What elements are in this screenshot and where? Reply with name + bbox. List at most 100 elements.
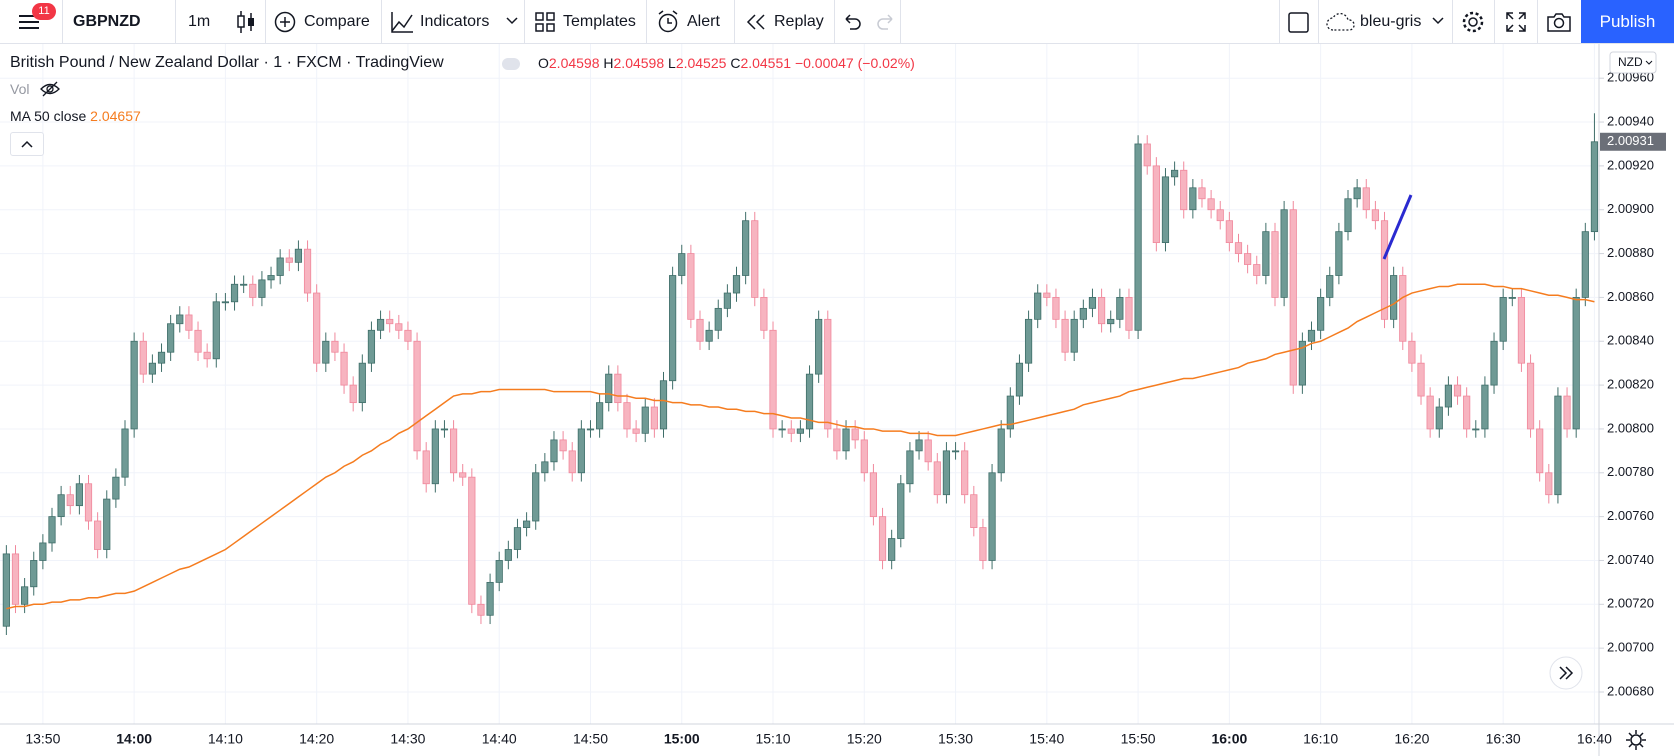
candle-body: [1024, 318, 1033, 364]
chart-background: [0, 44, 1674, 756]
caret[interactable]: [1432, 17, 1444, 25]
candle-body: [669, 275, 677, 382]
candle-body: [440, 428, 449, 431]
candle-body: [678, 253, 686, 276]
alert-icon[interactable]: [656, 10, 680, 34]
fullscreen-icon[interactable]: [1506, 12, 1526, 32]
ma-name: MA 50 close: [10, 108, 87, 124]
ma-line: [6, 283, 1595, 610]
x-tick-label: 15:20: [847, 731, 882, 747]
replay-icon[interactable]: [745, 13, 767, 31]
divider: [1494, 0, 1495, 43]
candle-body: [94, 520, 102, 550]
candle-body: [1499, 297, 1507, 342]
candle-body: [1234, 242, 1243, 254]
candle-body: [121, 428, 129, 478]
alert-button[interactable]: Alert: [687, 13, 720, 30]
currency-label[interactable]: NZD: [1618, 55, 1643, 69]
candle-body: [1280, 209, 1288, 298]
templates-button[interactable]: Templates: [563, 13, 636, 30]
candle-body: [605, 373, 613, 404]
candle-body: [596, 402, 604, 430]
snapshot-icon[interactable]: [1547, 12, 1571, 32]
candle-body: [395, 323, 403, 331]
compare-button[interactable]: Compare: [304, 13, 370, 30]
candle-body: [915, 439, 923, 452]
divider: [381, 0, 382, 43]
layout-name[interactable]: bleu-gris: [1360, 13, 1422, 30]
candle-body: [1526, 362, 1535, 430]
candle-body: [742, 220, 750, 276]
candle-body: [1289, 209, 1297, 386]
status-pill: [502, 58, 520, 70]
candle-body: [185, 314, 193, 331]
currency-button[interactable]: [1609, 51, 1657, 74]
candle-body: [851, 428, 859, 441]
change: −0.00047 (−0.02%): [794, 55, 915, 71]
x-tick-label: 14:30: [390, 731, 425, 747]
candle-body: [1061, 318, 1069, 353]
indicators-button[interactable]: Indicators: [420, 13, 490, 30]
candle-body: [550, 439, 558, 463]
cloud-icon[interactable]: [1326, 12, 1356, 32]
layout-icon[interactable]: [1288, 12, 1310, 34]
hidden-icon[interactable]: [40, 80, 60, 98]
replay-button[interactable]: Replay: [774, 13, 824, 30]
divider: [265, 0, 266, 43]
chart: 2.00680 2.00700 2.00720 2.00740 2.00760 2.007…: [0, 44, 1674, 756]
candle-body: [1554, 395, 1562, 496]
y-tick-label: 2.00720: [1607, 596, 1654, 611]
candle-body: [997, 428, 1005, 474]
ma-legend: MA 50 close 2.04657: [10, 108, 141, 124]
candle-body: [979, 527, 987, 561]
candle-body: [1390, 275, 1398, 320]
low-value: 2.04525: [675, 55, 727, 71]
candle-body: [1490, 340, 1498, 386]
candle-body: [1097, 297, 1106, 325]
candle-body: [303, 248, 312, 294]
settings-icon[interactable]: [1461, 10, 1485, 34]
candle-body: [878, 516, 887, 561]
publish-button[interactable]: Publish: [1581, 0, 1674, 43]
candle-body: [1253, 264, 1261, 276]
candle-body: [1116, 297, 1124, 320]
last-price-box: [1600, 132, 1666, 151]
candle-body: [504, 549, 512, 561]
candle-body: [532, 472, 540, 522]
candle-body: [1463, 395, 1471, 430]
indicators-icon[interactable]: [390, 11, 414, 33]
candle-body: [723, 292, 731, 309]
interval[interactable]: 1m: [188, 13, 211, 30]
candle-body: [1508, 297, 1516, 299]
chart-type-icon[interactable]: [235, 10, 257, 34]
caret[interactable]: [506, 17, 518, 25]
undo-redo[interactable]: [842, 13, 898, 31]
candle-body: [2, 553, 10, 627]
candle-body: [1472, 428, 1480, 431]
candle-body: [258, 279, 266, 298]
candle-body: [486, 581, 494, 616]
collapse-button[interactable]: [10, 132, 44, 156]
x-tick-label: 15:40: [1029, 731, 1064, 747]
candle-body: [942, 450, 951, 496]
symbol[interactable]: GBPNZD: [73, 13, 141, 30]
candle-body: [1453, 384, 1462, 397]
compare-icon[interactable]: [274, 11, 296, 33]
trend-line-drawing[interactable]: [1382, 194, 1413, 260]
templates-icon[interactable]: [535, 12, 555, 32]
candle-body: [1563, 395, 1571, 430]
candle-body: [513, 527, 522, 550]
candle-body: [1326, 275, 1334, 298]
y-tick-label: 2.00800: [1607, 420, 1654, 435]
candle-body: [659, 380, 668, 430]
candle-body: [805, 373, 814, 430]
candle-body: [970, 494, 978, 528]
candle-body: [1207, 198, 1215, 211]
last-price-label: 2.00931: [1607, 133, 1654, 148]
candle-body: [212, 301, 220, 360]
x-tick-label: 16:40: [1577, 731, 1612, 747]
axis-settings[interactable]: [1630, 734, 1642, 746]
candle-body: [1180, 169, 1188, 211]
candle-body: [1198, 187, 1206, 200]
